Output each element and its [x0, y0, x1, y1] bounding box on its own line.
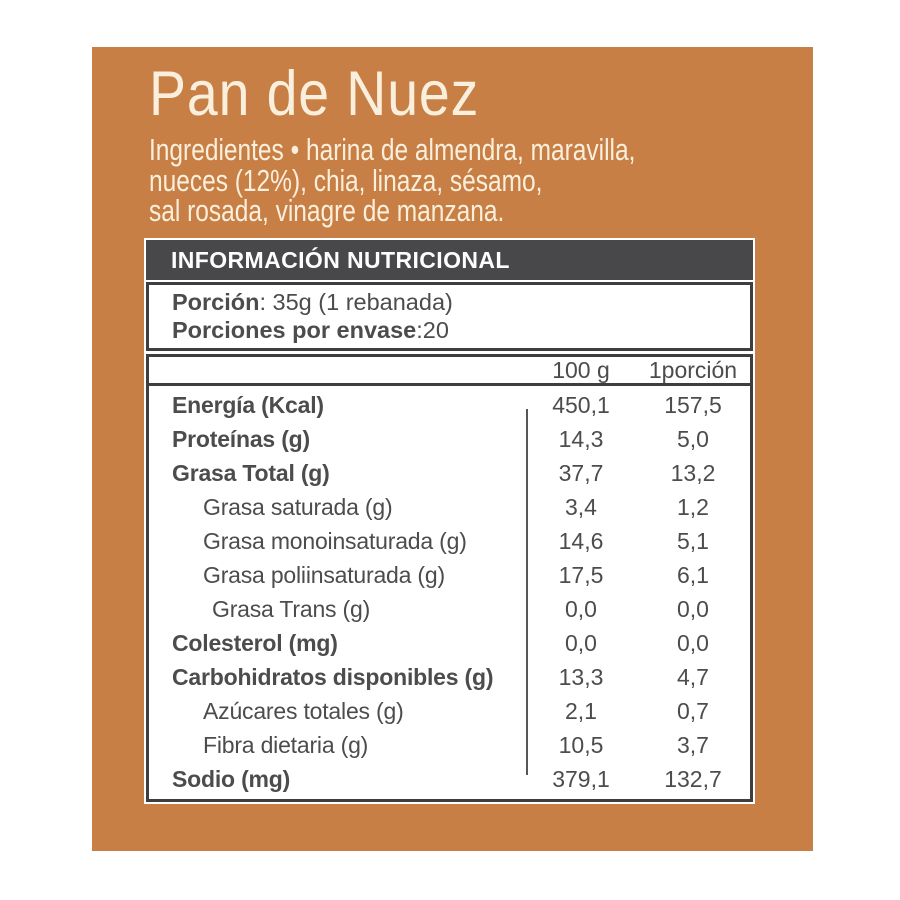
nutrient-label: Proteínas (g)	[172, 425, 310, 452]
nutrition-row: Sodio (mg) 379,1 132,7	[149, 762, 750, 796]
portion-info-box: Porción: 35g (1 rebanada) Porciones por …	[146, 282, 753, 351]
nutrient-label: Azúcares totales (g)	[203, 697, 404, 724]
nutrient-label: Grasa monoinsaturada (g)	[203, 527, 467, 554]
value-per-portion: 0,0	[677, 629, 709, 656]
value-per-100g: 2,1	[565, 697, 597, 724]
value-per-portion: 5,0	[677, 425, 709, 452]
portion-value: : 35g (1 rebanada)	[259, 289, 453, 315]
value-per-portion: 0,7	[677, 697, 709, 724]
nutrient-label: Sodio (mg)	[172, 765, 291, 792]
value-per-100g: 379,1	[552, 765, 610, 792]
value-per-100g: 0,0	[565, 629, 597, 656]
value-per-portion: 6,1	[677, 561, 709, 588]
value-per-100g: 3,4	[565, 493, 597, 520]
value-per-portion: 3,7	[677, 731, 709, 758]
servings-value: :20	[416, 317, 449, 343]
column-divider	[526, 409, 528, 775]
nutrition-row: Fibra dietaria (g) 10,5 3,7	[149, 728, 750, 762]
nutrition-row: Proteínas (g) 14,3 5,0	[149, 422, 750, 456]
nutrient-label: Grasa Total (g)	[172, 459, 330, 486]
nutrition-row: Azúcares totales (g) 2,1 0,7	[149, 694, 750, 728]
nutrition-row: Grasa Total (g) 37,7 13,2	[149, 456, 750, 490]
portion-label: Porción	[172, 289, 260, 315]
servings-label: Porciones por envase	[172, 317, 417, 343]
value-per-portion: 5,1	[677, 527, 709, 554]
portion-line: Porción: 35g (1 rebanada)	[172, 288, 742, 316]
value-per-portion: 1,2	[677, 493, 709, 520]
value-per-100g: 14,6	[558, 527, 604, 554]
nutrition-facts-table: INFORMACIÓN NUTRICIONAL Porción: 35g (1 …	[144, 238, 755, 804]
value-per-portion: 132,7	[664, 765, 722, 792]
value-per-portion: 0,0	[677, 595, 709, 622]
servings-line: Porciones por envase:20	[172, 316, 742, 344]
nutrition-values-box: 100 g 1porción Energía (Kcal) 450,1 157,5 P…	[146, 354, 753, 802]
ingredients-line: nueces (12%), chia, linaza, sésamo,	[149, 162, 543, 198]
value-per-portion: 13,2	[670, 459, 716, 486]
nutrient-label: Grasa poliinsaturada (g)	[203, 561, 445, 588]
column-header-portion: 1porción	[648, 357, 738, 383]
nutrient-label: Energía (Kcal)	[172, 391, 324, 418]
ingredients-line: sal rosada, vinagre de manzana.	[149, 193, 505, 228]
value-per-100g: 10,5	[558, 731, 604, 758]
nutrient-label: Grasa saturada (g)	[203, 493, 393, 520]
nutrition-table-title: INFORMACIÓN NUTRICIONAL	[146, 240, 753, 280]
nutrition-row: Grasa saturada (g) 3,4 1,2	[149, 490, 750, 524]
nutrition-row: Grasa poliinsaturada (g) 17,5 6,1	[149, 558, 750, 592]
nutrition-row: Energía (Kcal) 450,1 157,5	[149, 388, 750, 422]
nutrition-row: Grasa Trans (g) 0,0 0,0	[149, 592, 750, 626]
column-header-100g: 100 g	[552, 357, 610, 383]
value-per-100g: 17,5	[558, 561, 604, 588]
nutrient-label: Colesterol (mg)	[172, 629, 338, 656]
nutrient-label: Carbohidratos disponibles (g)	[172, 663, 494, 690]
value-per-100g: 0,0	[565, 595, 597, 622]
nutrition-row: Colesterol (mg) 0,0 0,0	[149, 626, 750, 660]
nutrition-rows: Energía (Kcal) 450,1 157,5 Proteínas (g) 14,…	[149, 386, 750, 799]
value-per-100g: 13,3	[558, 663, 604, 690]
column-header-row: 100 g 1porción	[149, 357, 750, 386]
nutrient-label: Grasa Trans (g)	[212, 595, 371, 622]
product-label-card: Pan de Nuez Ingredientes • harina de alm…	[92, 47, 813, 851]
nutrition-row: Carbohidratos disponibles (g) 13,3 4,7	[149, 660, 750, 694]
ingredients-line: Ingredientes • harina de almendra, marav…	[149, 132, 636, 167]
value-per-portion: 157,5	[664, 391, 722, 418]
ingredients-text: Ingredientes • harina de almendra, marav…	[149, 132, 636, 228]
nutrient-label: Fibra dietaria (g)	[203, 731, 369, 758]
value-per-100g: 14,3	[558, 425, 604, 452]
value-per-portion: 4,7	[677, 663, 709, 690]
product-title: Pan de Nuez	[149, 59, 480, 129]
value-per-100g: 450,1	[552, 391, 610, 418]
value-per-100g: 37,7	[558, 459, 604, 486]
nutrition-row: Grasa monoinsaturada (g) 14,6 5,1	[149, 524, 750, 558]
